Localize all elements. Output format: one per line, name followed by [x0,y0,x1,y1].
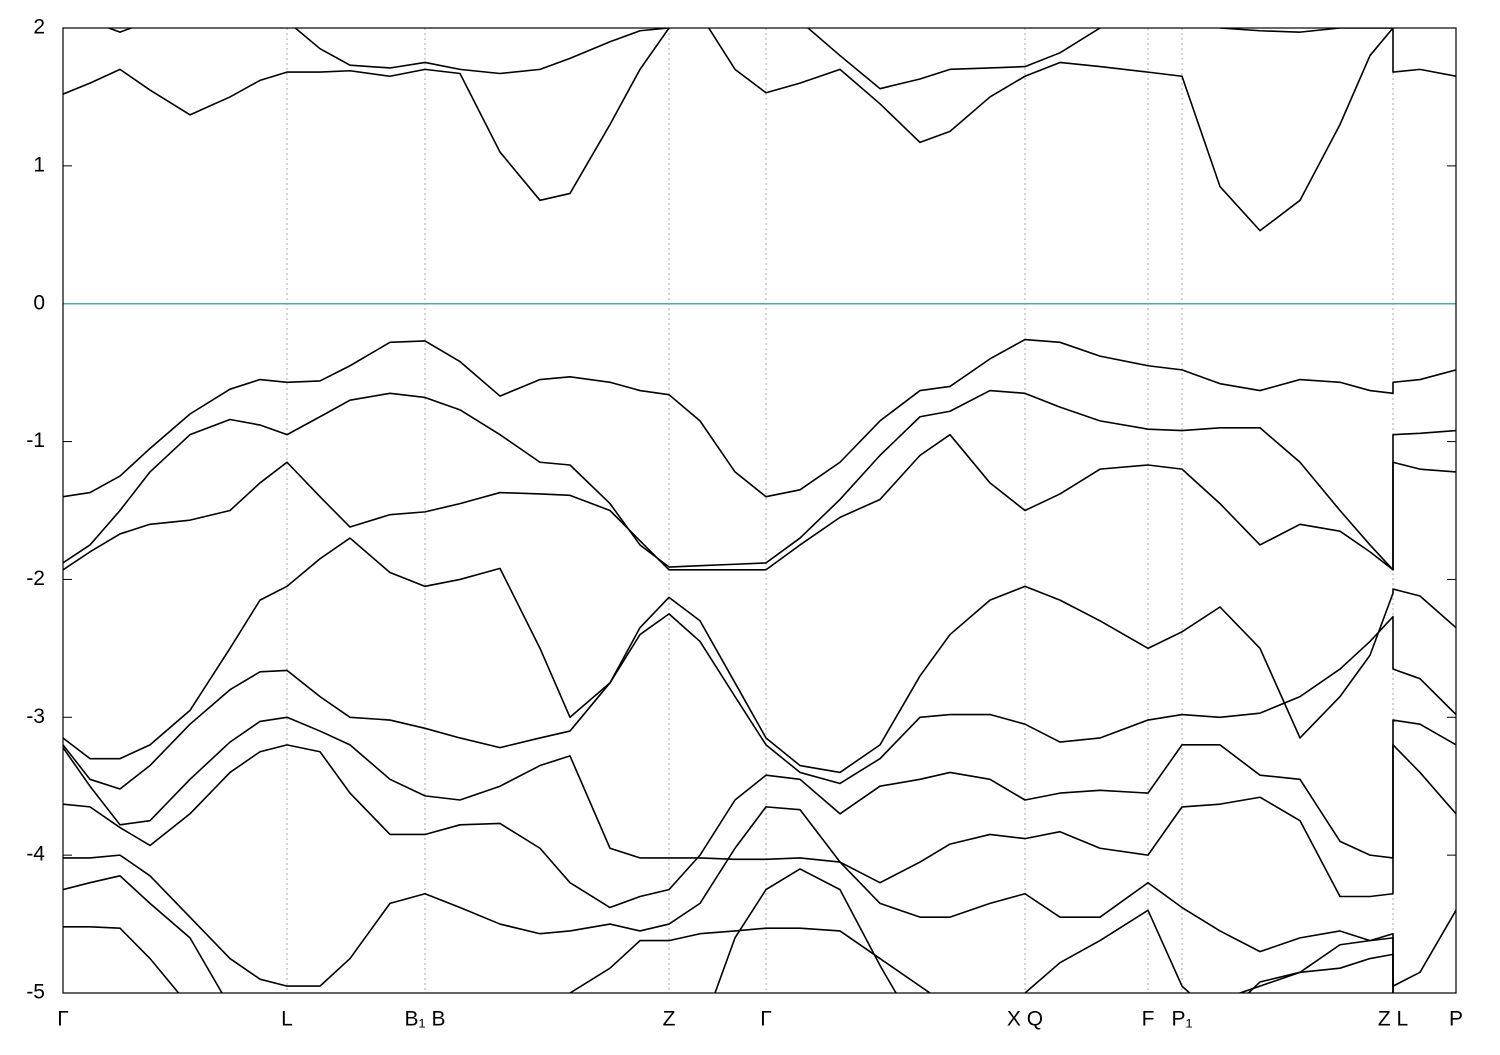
line-layer [63,28,1456,993]
band-line [63,28,1394,90]
x-tick-label: F [1142,1008,1155,1031]
x-tick-label: P₁ [1171,1008,1192,1031]
band-line [63,537,1456,774]
x-tick-label: Z [663,1008,676,1031]
label-layer: 2 1 0 -1 -2 -3 -4 -5 Γ L B₁ B Z Γ X Q F P₁ Z L P [26,16,1463,1031]
x-tick-label: Z L [1378,1008,1408,1031]
y-tick-label: 1 [33,153,45,176]
plot-frame [62,27,1457,994]
y-tick-label: -3 [26,705,45,728]
y-tick-label: 2 [33,16,45,39]
y-tick-label: -1 [26,429,45,452]
y-tick-label: 0 [33,291,45,314]
x-tick-label: X Q [1007,1008,1043,1031]
band-line [63,433,1456,571]
grid-layer [62,27,1457,994]
x-tick-label: Γ [760,1008,772,1031]
x-tick-label: P [1449,1008,1463,1031]
band-line [63,806,1456,987]
band-line [63,868,1394,993]
band-line [63,613,1456,790]
y-tick-label: -2 [26,567,45,590]
x-tick-label: L [281,1008,293,1031]
band-line [63,716,1456,898]
band-line [63,28,1456,232]
y-tick-label: -5 [26,981,45,1004]
band-line [63,744,1456,909]
band-line [63,875,1394,993]
band-line [63,338,1456,498]
x-tick-label: B₁ B [405,1008,446,1031]
y-tick-label: -4 [26,843,45,866]
band-line [63,389,1456,571]
x-tick-label: Γ [57,1008,69,1031]
